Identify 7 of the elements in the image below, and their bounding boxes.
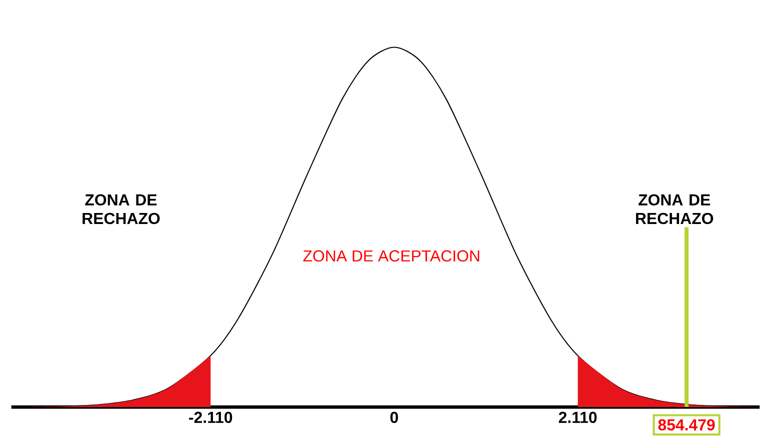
annotation: ZONA DE ACEPTACION xyxy=(303,250,480,262)
x-tick-label: -2.110 xyxy=(189,412,232,424)
x-tick-label: 2.110 xyxy=(558,412,597,424)
x-tick-label: 0 xyxy=(390,412,398,424)
text: 854.479 xyxy=(658,419,715,431)
annotation: ZONA DE RECHAZO xyxy=(636,194,714,224)
annotation: ZONA DE RECHAZO xyxy=(82,194,160,224)
